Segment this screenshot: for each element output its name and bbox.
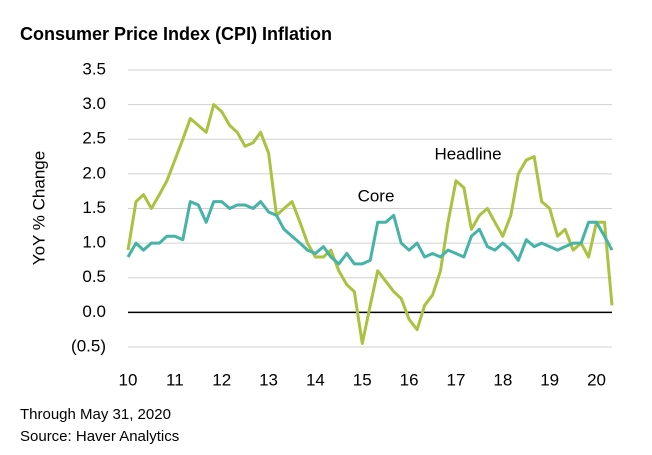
- x-tick-label: 17: [447, 370, 466, 389]
- y-tick-label: 2.5: [82, 129, 106, 148]
- series-label: Core: [358, 186, 395, 205]
- x-tick-label: 18: [493, 370, 512, 389]
- x-tick-label: 16: [400, 370, 419, 389]
- y-tick-label: 1.5: [82, 198, 106, 217]
- x-tick-label: 11: [166, 370, 184, 389]
- x-tick-label: 10: [119, 370, 138, 389]
- x-tick-label: 14: [306, 370, 325, 389]
- y-tick-label: 1.0: [82, 233, 106, 252]
- x-tick-label: 19: [540, 370, 559, 389]
- line-series: [126, 103, 614, 345]
- y-tick-label: 2.0: [82, 163, 106, 182]
- y-tick-label: (0.5): [71, 336, 106, 355]
- footnote: Through May 31, 2020: [20, 406, 171, 423]
- x-tick-label: 20: [587, 370, 606, 389]
- y-tick-label: 3.5: [82, 59, 106, 78]
- y-axis-label: YoY % Change: [29, 151, 48, 265]
- y-tick-label: 0.0: [82, 302, 106, 321]
- x-tick-label: 12: [212, 370, 231, 389]
- x-tick-label: 15: [353, 370, 372, 389]
- series-label: Headline: [434, 144, 501, 163]
- y-tick-label: 0.5: [82, 267, 106, 286]
- footnote: Source: Haver Analytics: [20, 428, 179, 445]
- line-series: [126, 200, 614, 266]
- y-tick-label: 3.0: [82, 94, 106, 113]
- chart-title: Consumer Price Index (CPI) Inflation: [20, 24, 332, 44]
- x-tick-label: 13: [259, 370, 278, 389]
